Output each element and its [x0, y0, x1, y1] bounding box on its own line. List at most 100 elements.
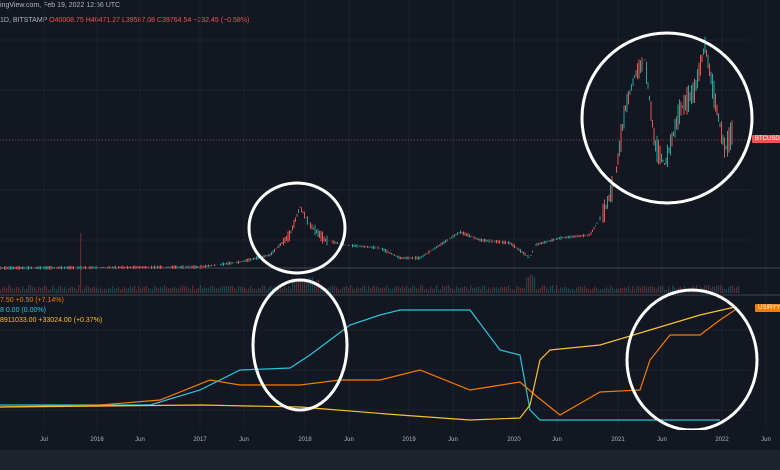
volume-bar — [504, 287, 505, 293]
volume-bar — [714, 286, 715, 293]
volume-bar — [364, 286, 365, 293]
volume-bar — [612, 287, 613, 293]
volume-bar — [734, 289, 735, 293]
volume-bar — [26, 288, 27, 293]
volume-bar — [124, 287, 125, 293]
indicator-badge: USIRYY — [755, 304, 780, 312]
chart-canvas[interactable] — [0, 0, 780, 430]
volume-bar — [538, 289, 539, 293]
volume-bar — [546, 287, 547, 293]
volume-bar — [424, 289, 425, 293]
volume-bar — [588, 289, 589, 293]
volume-bar — [42, 287, 43, 293]
volume-bar — [524, 288, 525, 293]
volume-bar — [48, 290, 49, 293]
volume-bar — [36, 290, 37, 293]
volume-bar — [656, 289, 657, 293]
volume-bar — [664, 290, 665, 293]
volume-bar — [458, 288, 459, 293]
volume-bar — [522, 287, 523, 293]
volume-bar — [150, 289, 151, 293]
volume-bar — [584, 286, 585, 293]
indicator-legend-yellow: 8911033.00 +33024.00 (+0.37%) — [0, 317, 102, 324]
x-tick-label: Jun — [344, 437, 354, 443]
volume-bar — [358, 288, 359, 293]
volume-bar — [58, 286, 59, 293]
volume-bar — [222, 286, 223, 293]
volume-bar — [534, 277, 535, 293]
volume-bar — [190, 289, 191, 293]
volume-bar — [130, 286, 131, 293]
volume-bar — [502, 288, 503, 293]
volume-bar — [624, 287, 625, 293]
volume-bar — [348, 288, 349, 293]
volume-bar — [566, 288, 567, 293]
volume-bar — [454, 289, 455, 293]
volume-bar — [398, 287, 399, 293]
x-tick-label: 2022 — [715, 437, 728, 443]
volume-bar — [18, 287, 19, 293]
volume-bar — [514, 290, 515, 293]
volume-bar — [68, 288, 69, 293]
volume-bar — [510, 289, 511, 293]
volume-bar — [382, 287, 383, 293]
volume-bar — [108, 287, 109, 293]
volume-bar — [286, 288, 287, 293]
volume-bar — [386, 286, 387, 293]
volume-bar — [564, 286, 565, 293]
volume-bar — [12, 288, 13, 293]
volume-bar — [472, 288, 473, 293]
volume-bar — [194, 290, 195, 293]
volume-bar — [246, 289, 247, 293]
volume-bar — [216, 288, 217, 293]
volume-bar — [256, 289, 257, 293]
volume-bar — [240, 287, 241, 293]
volume-bar — [40, 288, 41, 293]
volume-bar — [718, 285, 719, 293]
volume-bar — [20, 290, 21, 293]
volume-bar — [536, 289, 537, 293]
volume-bar — [556, 285, 557, 293]
volume-bar — [232, 286, 233, 293]
volume-bar — [628, 285, 629, 293]
volume-bar — [174, 287, 175, 293]
volume-bar — [156, 287, 157, 293]
volume-bar — [210, 287, 211, 293]
volume-bar — [658, 286, 659, 293]
volume-bar — [120, 289, 121, 293]
volume-bar — [56, 289, 57, 293]
price-badge: BTCUSD — [752, 135, 780, 143]
volume-bar — [422, 286, 423, 293]
volume-bar — [738, 286, 739, 293]
volume-bar — [334, 287, 335, 293]
x-tick-label: 2018 — [298, 437, 311, 443]
bottom-panel — [0, 450, 780, 470]
volume-bar — [202, 288, 203, 293]
volume-bar — [484, 286, 485, 293]
volume-bar — [426, 289, 427, 293]
volume-bar — [384, 288, 385, 293]
volume-bar — [186, 286, 187, 293]
volume-bar — [70, 286, 71, 293]
time-axis[interactable]: Jul 2016 Jun 2017 Jun 2018 Jun 2019 Jun 2020 Jun 20… — [0, 430, 780, 450]
volume-bar — [50, 290, 51, 293]
volume-bar — [432, 289, 433, 293]
x-tick-label: Jun — [657, 437, 667, 443]
volume-bar — [416, 288, 417, 293]
volume-bar — [434, 289, 435, 293]
volume-bar — [562, 288, 563, 293]
volume-bar — [356, 287, 357, 293]
volume-bar — [542, 285, 543, 293]
volume-bar — [634, 289, 635, 293]
volume-bar — [168, 288, 169, 293]
volume-bar — [196, 289, 197, 293]
volume-bar — [586, 288, 587, 293]
volume-bar — [442, 286, 443, 293]
volume-bar — [486, 290, 487, 293]
volume-bar — [346, 286, 347, 293]
volume-bar — [554, 290, 555, 293]
volume-bar — [80, 233, 81, 293]
volume-bar — [64, 287, 65, 293]
volume-bar — [344, 287, 345, 293]
volume-bar — [736, 287, 737, 293]
